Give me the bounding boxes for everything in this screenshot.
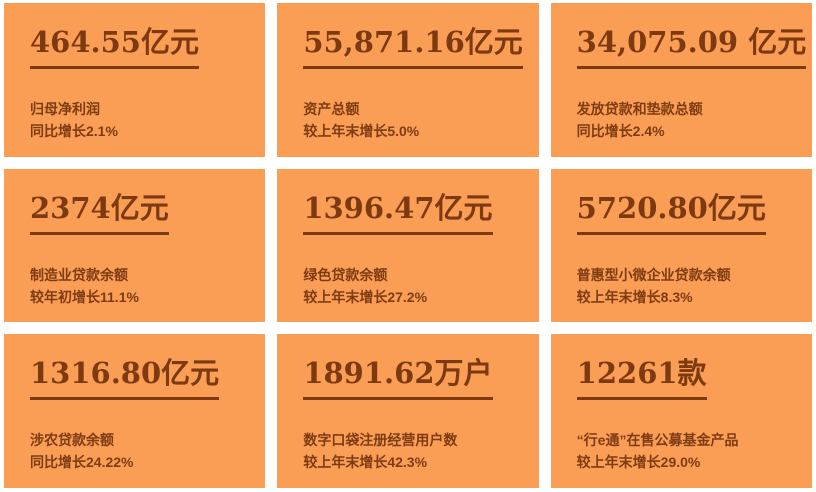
stat-label-line2: 同比增长2.1% — [30, 123, 118, 139]
stat-labels: 归母净利润 同比增长2.1% — [30, 98, 239, 142]
stat-label-line1: 发放贷款和垫款总额 — [576, 101, 703, 117]
stat-label-line2: 较上年末增长5.0% — [303, 123, 420, 139]
stat-labels: 制造业贷款余额 较年初增长11.1% — [30, 264, 239, 308]
stat-value: 34,075.09 亿元 — [576, 28, 807, 69]
stat-value: 2374亿元 — [30, 193, 169, 235]
stat-label-line1: 涉农贷款余额 — [30, 432, 114, 449]
stat-label-line2: 较上年末增长8.3% — [576, 288, 693, 305]
stat-label-line1: 绿色贷款余额 — [303, 266, 388, 283]
stat-labels: 涉农贷款余额 同比增长24.22% — [30, 429, 239, 473]
stat-labels: “行e通”在售公募基金产品 较上年末增长29.0% — [577, 429, 786, 473]
stat-value: 1891.62万户 — [303, 359, 493, 401]
stat-card-manufacturing-loans: 2374亿元 制造业贷款余额 较年初增长11.1% — [4, 168, 266, 323]
stat-value: 12261款 — [576, 359, 707, 401]
stat-card-net-profit: 464.55亿元 归母净利润 同比增长2.1% — [4, 3, 266, 157]
stat-label-line2: 较上年末增长42.3% — [303, 454, 428, 471]
stat-card-green-loans: 1396.47亿元 绿色贷款余额 较上年末增长27.2% — [277, 168, 539, 323]
stat-label-line1: 资产总额 — [303, 101, 360, 117]
stat-labels: 普惠型小微企业贷款余额 较上年末增长8.3% — [577, 264, 786, 308]
stat-label-line1: 数字口袋注册经营用户数 — [303, 432, 458, 449]
stat-label-line2: 较年初增长11.1% — [30, 288, 139, 305]
stat-labels: 资产总额 较上年末增长5.0% — [303, 98, 512, 142]
stat-card-total-loans: 34,075.09 亿元 发放贷款和垫款总额 同比增长2.4% — [550, 3, 812, 157]
stat-label-line1: 归母净利润 — [30, 101, 100, 117]
stat-labels: 发放贷款和垫款总额 同比增长2.4% — [577, 98, 786, 142]
stat-value: 1396.47亿元 — [303, 193, 493, 235]
stat-labels: 数字口袋注册经营用户数 较上年末增长42.3% — [303, 429, 512, 473]
stat-card-fund-products: 12261款 “行e通”在售公募基金产品 较上年末增长29.0% — [550, 334, 812, 488]
stat-value: 464.55亿元 — [30, 28, 199, 69]
stat-card-inclusive-sme-loans: 5720.80亿元 普惠型小微企业贷款余额 较上年末增长8.3% — [550, 168, 812, 323]
stat-value: 1316.80亿元 — [30, 359, 220, 401]
stat-value: 55,871.16亿元 — [303, 28, 523, 69]
stat-card-agriculture-loans: 1316.80亿元 涉农贷款余额 同比增长24.22% — [4, 334, 266, 488]
stat-label-line2: 同比增长24.22% — [30, 454, 134, 471]
stat-label-line1: 普惠型小微企业贷款余额 — [576, 266, 731, 283]
stat-card-total-assets: 55,871.16亿元 资产总额 较上年末增长5.0% — [277, 3, 539, 157]
stat-label-line1: “行e通”在售公募基金产品 — [576, 432, 739, 449]
stat-label-line2: 较上年末增长27.2% — [303, 288, 428, 305]
stat-labels: 绿色贷款余额 较上年末增长27.2% — [303, 264, 512, 308]
stat-value: 5720.80亿元 — [576, 193, 766, 235]
stat-label-line2: 较上年末增长29.0% — [576, 454, 701, 471]
stat-card-digital-pocket-users: 1891.62万户 数字口袋注册经营用户数 较上年末增长42.3% — [277, 334, 539, 488]
stat-label-line1: 制造业贷款余额 — [30, 266, 128, 283]
stat-label-line2: 同比增长2.4% — [576, 123, 665, 139]
